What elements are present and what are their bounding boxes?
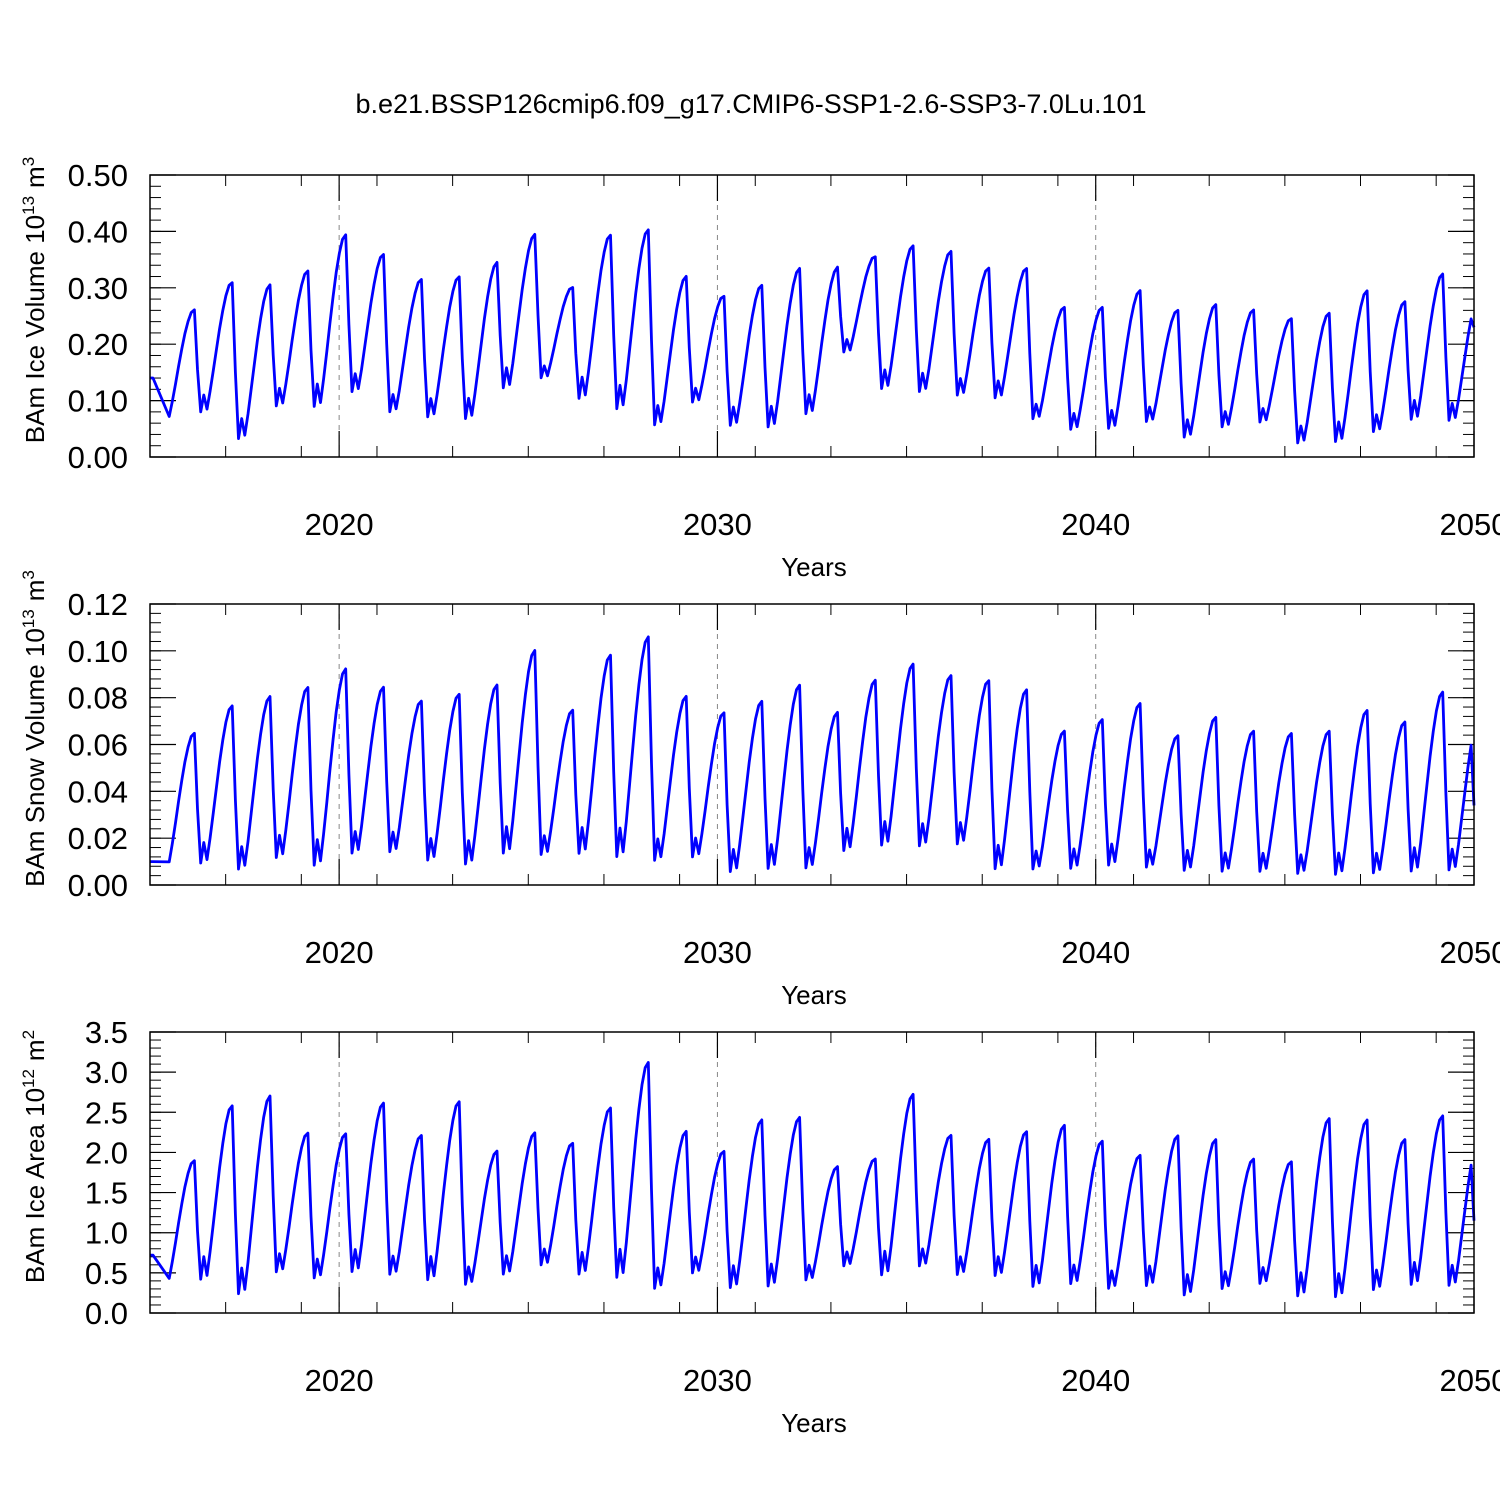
y-tick-label: 1.5 [85, 1176, 128, 1211]
y-tick-label: 2.0 [85, 1135, 128, 1170]
y-tick-label: 1.0 [85, 1216, 128, 1251]
y-tick-label: 0.00 [68, 440, 128, 475]
y-tick-label: 0.12 [68, 587, 128, 622]
x-tick-label: 2040 [1061, 935, 1130, 970]
y-label-main: BAm Snow Volume 10 [20, 628, 50, 887]
y-label-exponent: 12 [19, 1069, 38, 1088]
x-tick-label: 2030 [683, 1363, 752, 1398]
y-label-exponent: 13 [19, 196, 38, 215]
y-axis-label: BAm Ice Volume 1013 m3 [19, 157, 50, 443]
y-tick-label: 0.10 [68, 384, 128, 419]
ice-area-panel: 0.0 0.5 1.0 1.5 2.0 2.5 3.0 3.5 2020 2030 2040 2050… [19, 1015, 1500, 1438]
y-label-main: BAm Ice Area 10 [20, 1088, 50, 1283]
x-tick-label: 2030 [683, 507, 752, 542]
y-tick-label: 2.5 [85, 1095, 128, 1130]
y-tick-label: 0.20 [68, 327, 128, 362]
x-tick-label: 2020 [305, 507, 374, 542]
y-label-unit-exponent: 3 [19, 570, 38, 579]
y-tick-label: 0.06 [68, 728, 128, 763]
plot-frame [149, 174, 1475, 458]
y-tick-label: 0.0 [85, 1296, 128, 1331]
y-label-unit: m [20, 580, 50, 602]
plot-frame [149, 1031, 1475, 1314]
y-label-unit-exponent: 2 [19, 1030, 38, 1039]
y-tick-label: 0.30 [68, 271, 128, 306]
x-tick-label: 2040 [1061, 507, 1130, 542]
y-label-unit: m [20, 1039, 50, 1061]
y-tick-label: 0.5 [85, 1256, 128, 1291]
snow-volume-panel: 0.00 0.02 0.04 0.06 0.08 0.10 0.12 2020 2030 2040… [19, 570, 1500, 1010]
x-tick-label: 2020 [305, 1363, 374, 1398]
ice-volume-panel: 0.00 0.10 0.20 0.30 0.40 0.50 2020 2030 2040 2050… [19, 157, 1500, 582]
x-tick-label: 2040 [1061, 1363, 1130, 1398]
y-tick-label: 0.00 [68, 868, 128, 903]
y-label-unit: m [20, 166, 50, 188]
y-tick-label: 0.10 [68, 634, 128, 669]
x-axis-label: Years [781, 980, 847, 1010]
x-tick-label: 2030 [683, 935, 752, 970]
x-axis-label: Years [781, 552, 847, 582]
y-tick-label: 0.08 [68, 681, 128, 716]
data-series-line [150, 228, 1476, 445]
x-tick-label: 2050 [1440, 1363, 1500, 1398]
x-axis-label: Years [781, 1408, 847, 1438]
y-axis-label: BAm Ice Area 1012 m2 [19, 1030, 50, 1283]
x-tick-label: 2050 [1440, 935, 1500, 970]
y-tick-label: 0.50 [68, 158, 128, 193]
x-tick-label: 2020 [305, 935, 374, 970]
y-label-main: BAm Ice Volume 10 [20, 215, 50, 443]
y-tick-label: 0.04 [68, 774, 128, 809]
data-series-line [150, 1061, 1476, 1299]
data-series-line [150, 635, 1476, 876]
y-tick-label: 3.0 [85, 1055, 128, 1090]
y-tick-label: 3.5 [85, 1015, 128, 1050]
y-tick-label: 0.40 [68, 214, 128, 249]
y-label-unit-exponent: 3 [19, 157, 38, 166]
y-label-exponent: 13 [19, 609, 38, 628]
x-tick-label: 2050 [1440, 507, 1500, 542]
y-axis-label: BAm Snow Volume 1013 m3 [19, 570, 50, 887]
chart-title: b.e21.BSSP126cmip6.f09_g17.CMIP6-SSP1-2.… [356, 89, 1147, 119]
plot-frame [149, 603, 1475, 886]
y-tick-label: 0.02 [68, 821, 128, 856]
